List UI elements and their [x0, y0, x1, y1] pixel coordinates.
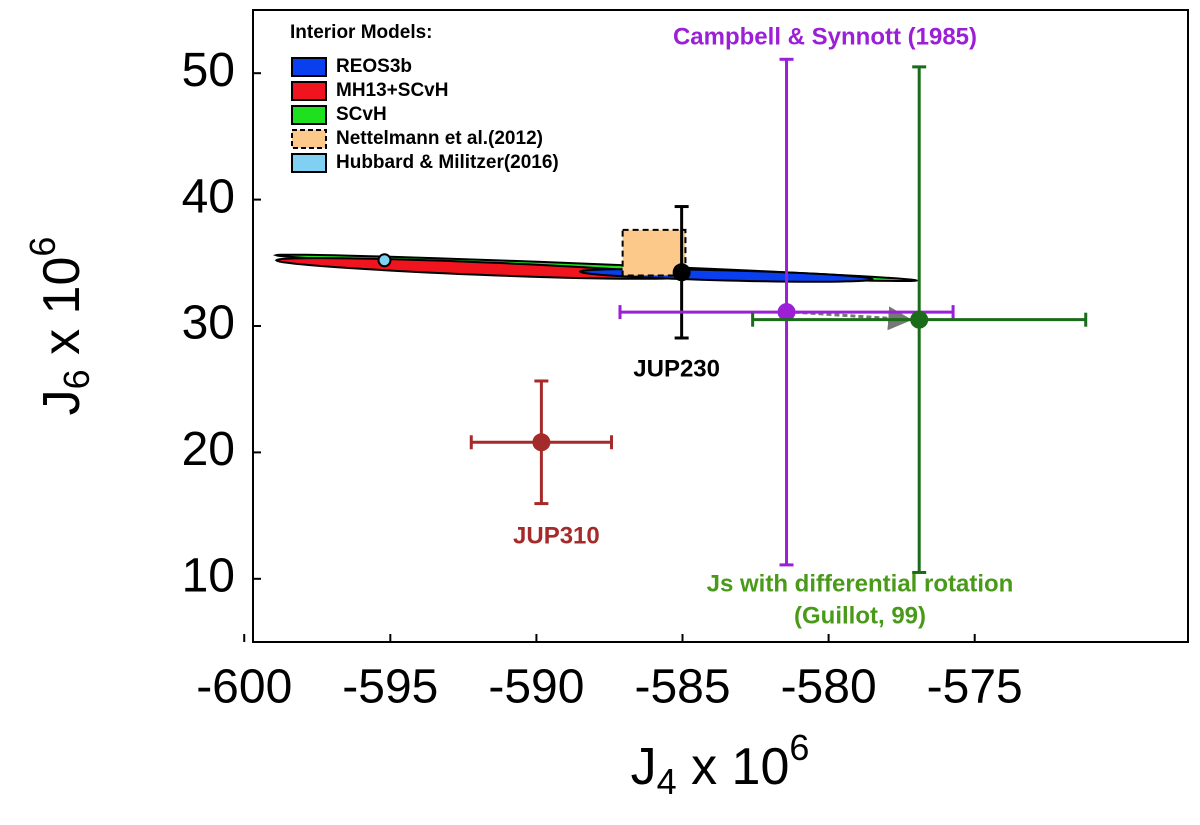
measurement-label: Js with differential rotation — [707, 570, 1014, 597]
label-sub: 6 — [56, 369, 97, 389]
y-tick-label: 30 — [182, 297, 235, 350]
x-tick-label: -585 — [634, 661, 730, 714]
legend-label: Hubbard & Militzer(2016) — [336, 152, 559, 173]
label-sup: 6 — [789, 727, 809, 768]
hubbard-point — [377, 253, 392, 268]
label-sub: 4 — [657, 761, 677, 802]
legend-swatch — [291, 57, 327, 77]
measurement-point — [532, 433, 551, 452]
measurement-point — [672, 263, 691, 282]
measurement-label: (Guillot, 99) — [794, 602, 926, 629]
x-tick-label: -595 — [342, 661, 438, 714]
legend-swatch — [291, 153, 327, 173]
plot-frame — [252, 9, 1189, 643]
legend-swatch — [291, 129, 327, 149]
label-part: x 10 — [677, 738, 790, 796]
y_label-title: J6 x 106 — [22, 237, 97, 416]
measurement-label: Campbell & Synnott (1985) — [673, 23, 977, 50]
legend-title: Interior Models: — [290, 22, 433, 43]
legend-label: SCvH — [336, 104, 387, 125]
x-tick-label: -600 — [196, 661, 292, 714]
measurement-point — [910, 310, 929, 329]
y-tick-label: 10 — [182, 549, 235, 602]
legend-label: REOS3b — [336, 56, 412, 77]
y-tick-label: 50 — [182, 44, 235, 97]
x-tick-label: -580 — [781, 661, 877, 714]
label-part: J — [33, 389, 91, 415]
measurement-label: JUP230 — [633, 356, 720, 383]
label-part: J — [631, 738, 657, 796]
legend-swatch — [291, 105, 327, 125]
y-tick-label: 40 — [182, 170, 235, 223]
x-tick-label: -575 — [927, 661, 1023, 714]
x-tick-label: -590 — [488, 661, 584, 714]
measurement-point — [777, 303, 796, 322]
model-ellipse — [274, 257, 685, 280]
label-sup: 6 — [22, 237, 63, 257]
measurement-label: JUP310 — [513, 523, 600, 550]
legend-label: MH13+SCvH — [336, 80, 448, 101]
y-tick-label: 20 — [182, 423, 235, 476]
label-part: x 10 — [33, 257, 91, 370]
legend-label: Nettelmann et al.(2012) — [336, 128, 543, 149]
x_label-title: J4 x 106 — [631, 727, 810, 802]
legend-swatch — [291, 81, 327, 101]
